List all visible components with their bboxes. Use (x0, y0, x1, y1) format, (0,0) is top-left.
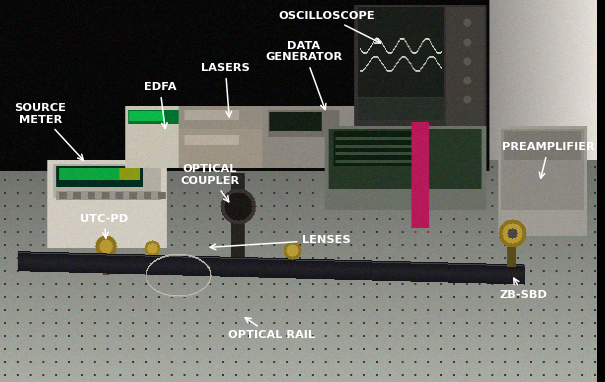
Text: ZB-SBD: ZB-SBD (500, 278, 548, 300)
Text: UTC-PD: UTC-PD (80, 214, 128, 238)
Text: SOURCE
METER: SOURCE METER (15, 103, 83, 160)
Text: DATA
GENERATOR: DATA GENERATOR (266, 41, 342, 110)
Text: EDFA: EDFA (143, 82, 176, 128)
Text: LASERS: LASERS (201, 63, 250, 117)
Text: PREAMPLIFIER: PREAMPLIFIER (502, 142, 595, 178)
Text: LENSES: LENSES (210, 235, 351, 250)
Text: OPTICAL
COUPLER: OPTICAL COUPLER (180, 164, 240, 202)
Text: OSCILLOSCOPE: OSCILLOSCOPE (278, 11, 381, 43)
Text: OPTICAL RAIL: OPTICAL RAIL (227, 318, 315, 340)
